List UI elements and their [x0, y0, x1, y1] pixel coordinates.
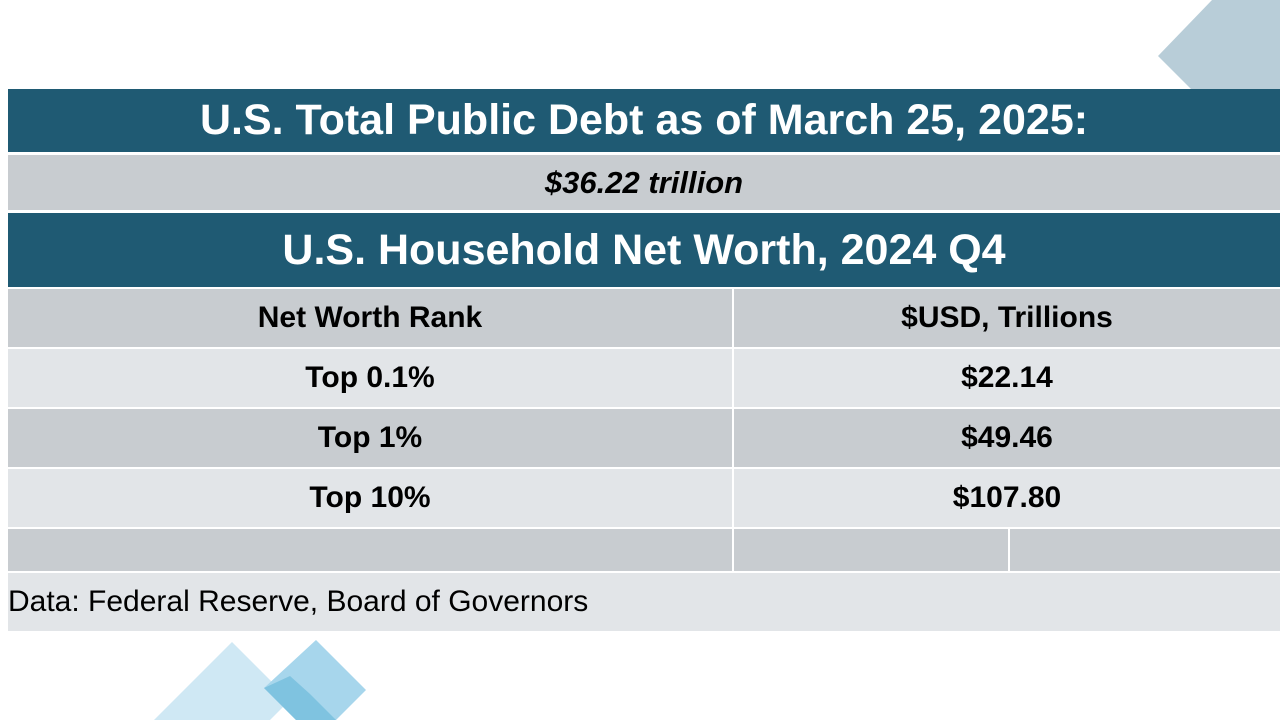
empty-row: [8, 527, 1280, 571]
table-row: Top 10% $107.80: [8, 467, 1280, 527]
column-header-rank: Net Worth Rank: [8, 289, 734, 347]
table-header-row: Net Worth Rank $USD, Trillions: [8, 287, 1280, 347]
value-cell: $49.46: [961, 421, 1053, 454]
empty-cell: [1010, 529, 1280, 571]
decor-diamonds-bottom: [150, 636, 370, 720]
decor-diamond-top-right: [1150, 0, 1280, 90]
empty-cell: [734, 529, 1010, 571]
rank-cell: Top 10%: [8, 469, 734, 527]
source-note: Data: Federal Reserve, Board of Governor…: [8, 571, 1280, 631]
net-worth-title: U.S. Household Net Worth, 2024 Q4: [8, 210, 1280, 287]
debt-title: U.S. Total Public Debt as of March 25, 2…: [8, 89, 1280, 155]
summary-table: U.S. Total Public Debt as of March 25, 2…: [8, 89, 1280, 631]
table-row: Top 0.1% $22.14: [8, 347, 1280, 407]
column-header-value: $USD, Trillions: [901, 301, 1113, 334]
table-row: Top 1% $49.46: [8, 407, 1280, 467]
empty-cell: [8, 529, 734, 571]
value-cell: $22.14: [961, 361, 1053, 394]
rank-cell: Top 1%: [8, 409, 734, 467]
debt-value: $36.22 trillion: [8, 155, 1280, 210]
rank-cell: Top 0.1%: [8, 349, 734, 407]
value-cell: $107.80: [952, 481, 1062, 514]
